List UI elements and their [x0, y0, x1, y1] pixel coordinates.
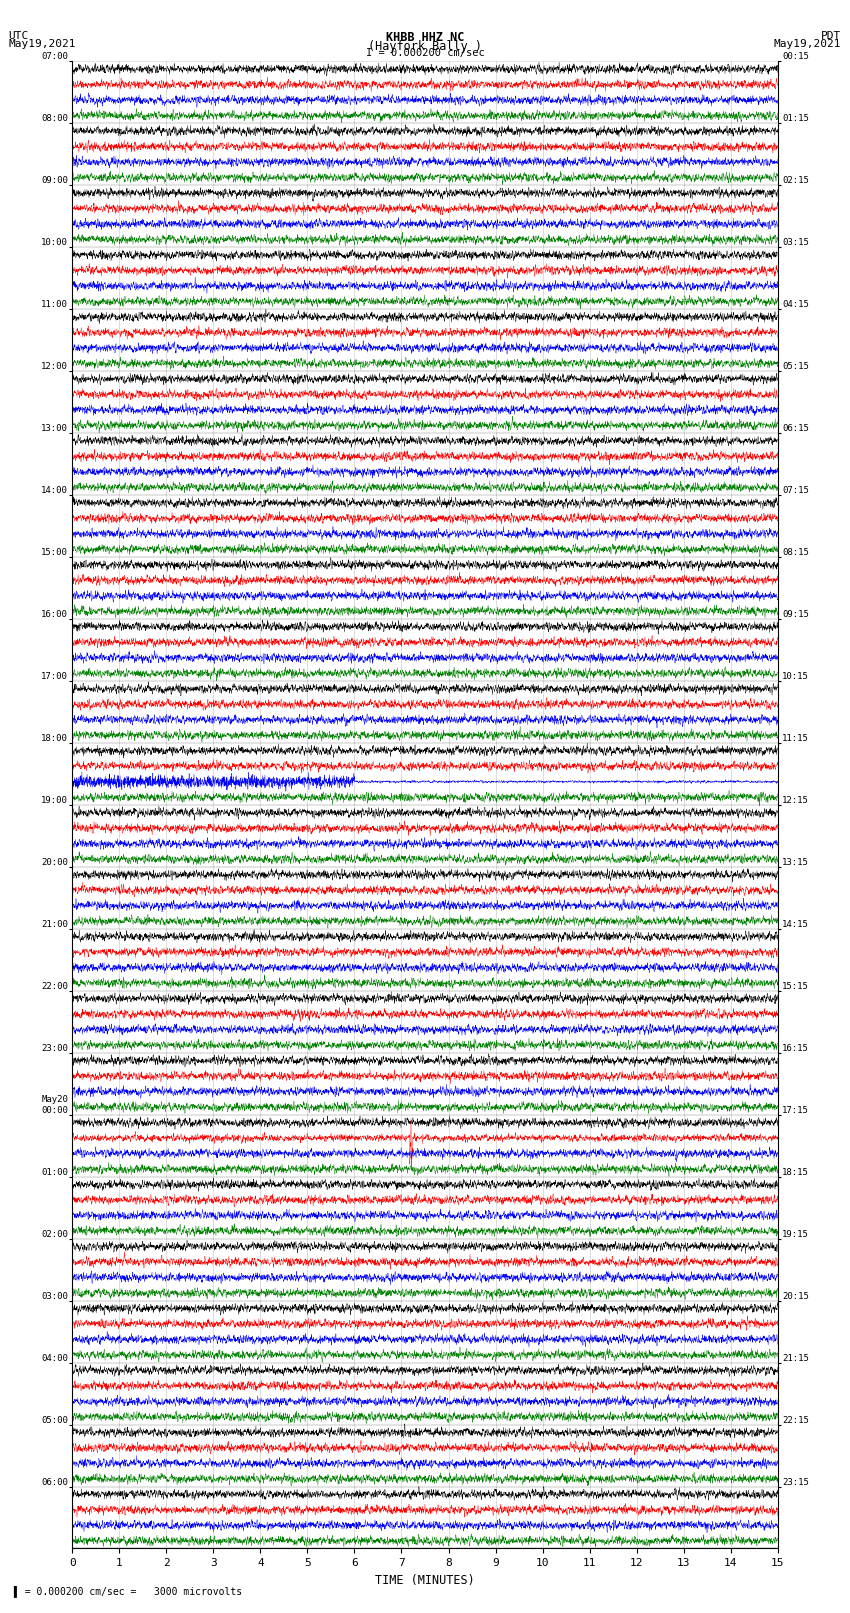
- Text: May19,2021: May19,2021: [8, 39, 76, 48]
- Text: ▌ = 0.000200 cm/sec =   3000 microvolts: ▌ = 0.000200 cm/sec = 3000 microvolts: [13, 1586, 242, 1597]
- Text: May19,2021: May19,2021: [774, 39, 842, 48]
- Text: UTC: UTC: [8, 31, 29, 40]
- Text: PDT: PDT: [821, 31, 842, 40]
- Text: I = 0.000200 cm/sec: I = 0.000200 cm/sec: [366, 48, 484, 58]
- X-axis label: TIME (MINUTES): TIME (MINUTES): [375, 1574, 475, 1587]
- Text: KHBB HHZ NC: KHBB HHZ NC: [386, 31, 464, 45]
- Text: (Hayfork Bally ): (Hayfork Bally ): [368, 39, 482, 53]
